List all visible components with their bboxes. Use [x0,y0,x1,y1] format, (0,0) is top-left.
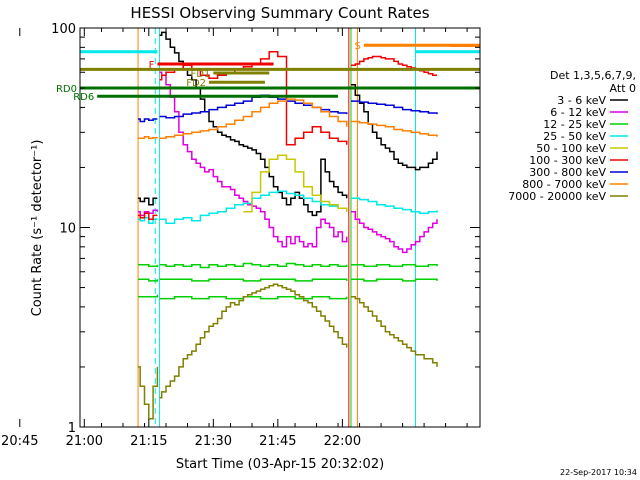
chart-title: HESSI Observing Summary Count Rates [130,4,429,22]
x-tick-label-4: 21:45 [259,434,296,449]
series-25-50-kev-segment-0 [138,216,158,225]
x-tick-label-5: 22:00 [324,434,361,449]
axes: 20:45 21:00 21:15 21:30 21:45 22:00 1 10 100 [1,22,480,449]
y-axis-label: Count Rate (s⁻¹ detector⁻¹) [30,140,45,317]
x-tick-label-2: 21:15 [130,434,167,449]
legend-entry-12-25-kev: 12 - 25 keV [543,118,606,131]
legend-entry-7000-20000-kev: 7000 - 20000 keV [508,190,606,203]
state-bar-label-rd6: RD6 [73,92,94,103]
legend-entry-800-7000-kev: 800 - 7000 keV [522,178,606,191]
legend-entry-100-300-kev: 100 - 300 keV [529,154,606,167]
x-tick-label-1: 21:00 [66,434,103,449]
y-tick-label-2: 100 [51,22,76,37]
series-800-7000-kev-segment-0 [138,136,159,140]
series-12-25-kev-segment-1 [138,278,159,282]
series-12-25-kev-segment-7 [351,278,438,282]
y-tick-label-1: 10 [59,222,76,237]
series-6-12-kev-segment-2 [351,210,438,254]
series-6-12-kev-segment-1 [159,71,348,248]
legend-entry-50-100-kev: 50 - 100 keV [536,142,606,155]
generation-timestamp: 22-Sep-2017 10:34 [560,468,637,477]
x-tick-label-3: 21:30 [195,434,232,449]
series-3-6-kev-segment-1 [159,31,348,217]
legend-entry-3-6-kev: 3 - 6 keV [557,94,606,107]
series-12-25-kev-segment-0 [138,264,159,267]
series-3-6-kev-segment-0 [138,197,158,206]
series-12-25-kev-segment-3 [159,262,348,269]
y-tick-label-0: 1 [68,421,76,436]
series-800-7000-kev-segment-1 [159,98,348,140]
series-300-800-kev-segment-2 [351,100,438,115]
series-6-12-kev-segment-0 [138,209,159,217]
state-bar-label-f: F [149,60,155,71]
series-50-100-kev-segment-0 [243,154,348,213]
legend-entry-6-12-kev: 6 - 12 keV [550,106,606,119]
state-bar-label-fd1: FD1 [191,69,211,80]
series-300-800-kev-segment-0 [138,118,158,123]
state-bar-label-s: S [355,41,361,52]
series-12-25-kev-segment-4 [159,278,348,282]
legend-header-line2: Att 0 [610,82,636,95]
state-bar-label-fd2: FD2 [186,78,206,89]
series-100-300-kev-segment-1 [159,51,348,146]
series-7000-20000-kev-segment-1 [159,283,348,399]
series-100-300-kev-segment-0 [138,212,158,220]
series-25-50-kev-segment-2 [351,197,438,214]
series-7000-20000-kev-segment-0 [138,366,159,420]
series-7000-20000-kev-segment-2 [351,295,438,367]
series-12-25-kev-segment-5 [159,295,348,300]
legend-entry-300-800-kev: 300 - 800 keV [529,166,606,179]
legend-header-line1: Det 1,3,5,6,7,9, [550,69,636,82]
series-12-25-kev-segment-6 [351,264,438,267]
series-3-6-kev-segment-2 [351,83,438,171]
plot-area [79,28,481,427]
x-axis-label: Start Time (03-Apr-15 20:32:02) [176,457,384,472]
series-12-25-kev-segment-2 [138,294,159,298]
legend-entry-25-50-kev: 25 - 50 keV [543,130,606,143]
series-800-7000-kev-segment-2 [351,120,438,137]
state-bar-label-rd0: RD0 [56,84,77,95]
x-tick-label-0: 20:45 [1,434,38,449]
